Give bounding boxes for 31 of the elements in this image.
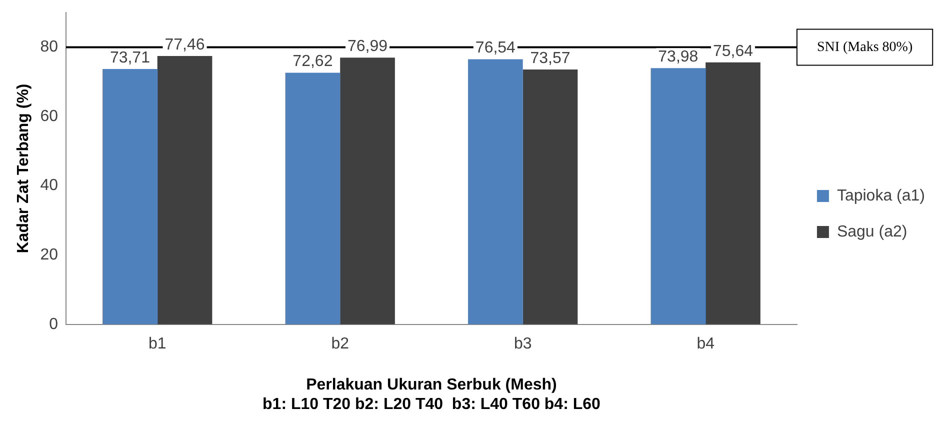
y-axis-title: Kadar Zat Terbang (%)	[15, 84, 32, 254]
bar	[102, 69, 158, 324]
y-tick-label: 0	[49, 316, 58, 333]
bar	[650, 68, 706, 324]
x-tick-label: b1	[148, 335, 166, 352]
data-label: 75,64	[712, 42, 754, 60]
bar	[285, 72, 340, 324]
data-label: 73,98	[658, 48, 698, 66]
text: b1: L10 T20 b2: L20 T40 b3: L40 T60 b4: L60	[262, 396, 601, 413]
data-label: 73,57	[530, 50, 570, 67]
bar	[157, 56, 212, 324]
data-label: 77,46	[164, 36, 205, 54]
y-tick-label: 80	[40, 38, 58, 56]
data-label: 73,71	[110, 49, 150, 66]
data-label: 72,62	[292, 53, 333, 70]
y-tick-label: 20	[40, 246, 58, 264]
ref-line-label: SNI (Maks 80%)	[816, 40, 913, 55]
x-tick-label: b2	[331, 335, 350, 352]
bar	[522, 70, 578, 324]
x-tick-label: b4	[696, 335, 715, 352]
bar	[706, 62, 760, 324]
legend-label: Tapioka (a1)	[836, 187, 925, 204]
x-tick-label: b3	[514, 335, 532, 352]
data-label: 76,99	[347, 38, 388, 56]
bar	[468, 59, 523, 324]
bar	[340, 58, 395, 324]
x-axis-title: Perlakuan Ukuran Serbuk (Mesh)	[306, 376, 557, 394]
legend-label: Sagu (a2)	[836, 223, 908, 240]
data-label: 76,54	[475, 40, 516, 57]
y-tick-label: 60	[40, 108, 58, 125]
y-tick-label: 40	[40, 177, 58, 194]
